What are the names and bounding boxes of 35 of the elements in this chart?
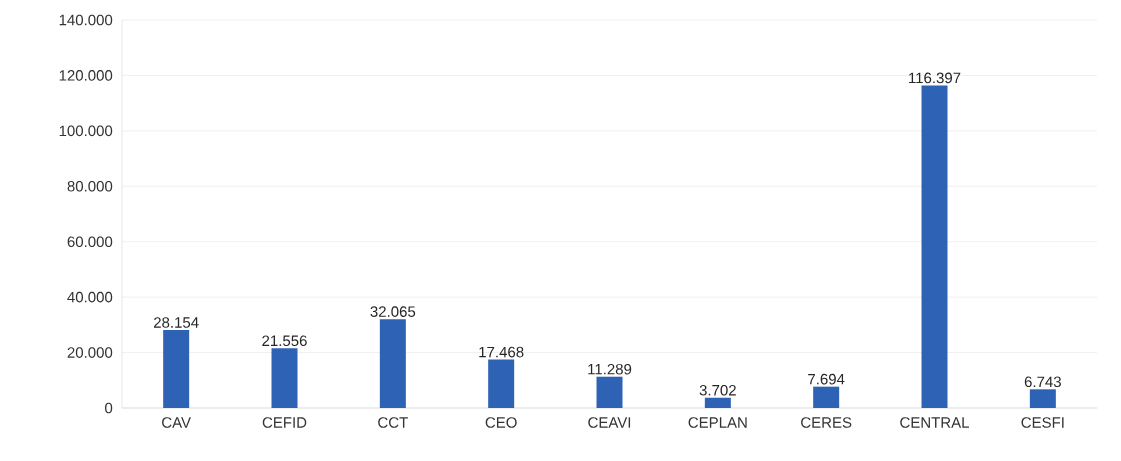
x-tick-label: CAV	[162, 417, 191, 428]
data-label: 3.702	[699, 384, 736, 396]
bar	[596, 376, 623, 408]
y-tick-label: 120.000	[59, 70, 113, 81]
bar	[379, 319, 406, 408]
x-tick-label: CENTRAL	[900, 417, 970, 428]
data-label: 7.694	[808, 373, 845, 385]
data-label: 6.743	[1024, 376, 1061, 388]
y-tick-label: 80.000	[67, 180, 113, 192]
x-tick-label: CESFI	[1021, 417, 1064, 428]
x-tick-label: CEFID	[262, 417, 307, 428]
y-tick-label: 60.000	[67, 236, 113, 248]
x-tick-label: CEO	[485, 417, 517, 428]
x-tick-label: CEAVI	[588, 417, 631, 428]
data-label: 32.065	[370, 306, 416, 317]
data-label: 116.397	[909, 72, 961, 84]
bar	[163, 329, 190, 408]
data-label: 17.468	[479, 346, 524, 358]
x-tick-label: CCT	[378, 417, 408, 428]
x-tick-label: CEPLAN	[688, 417, 747, 428]
data-label: 11.289	[588, 363, 632, 375]
bar	[488, 359, 515, 408]
x-tick-label: CERES	[801, 417, 852, 428]
y-tick-label: 0	[105, 402, 113, 414]
bar	[271, 348, 298, 408]
bar	[1029, 389, 1056, 408]
data-label: 28.154	[153, 317, 199, 328]
y-tick-label: 40.000	[67, 291, 113, 303]
y-tick-label: 100.000	[59, 125, 113, 137]
y-tick-label: 140.000	[59, 14, 113, 26]
bar	[813, 386, 840, 408]
y-tick-label: 20.000	[67, 347, 113, 358]
bar	[704, 397, 731, 408]
data-label: 21.556	[262, 335, 307, 347]
bar	[921, 85, 948, 408]
